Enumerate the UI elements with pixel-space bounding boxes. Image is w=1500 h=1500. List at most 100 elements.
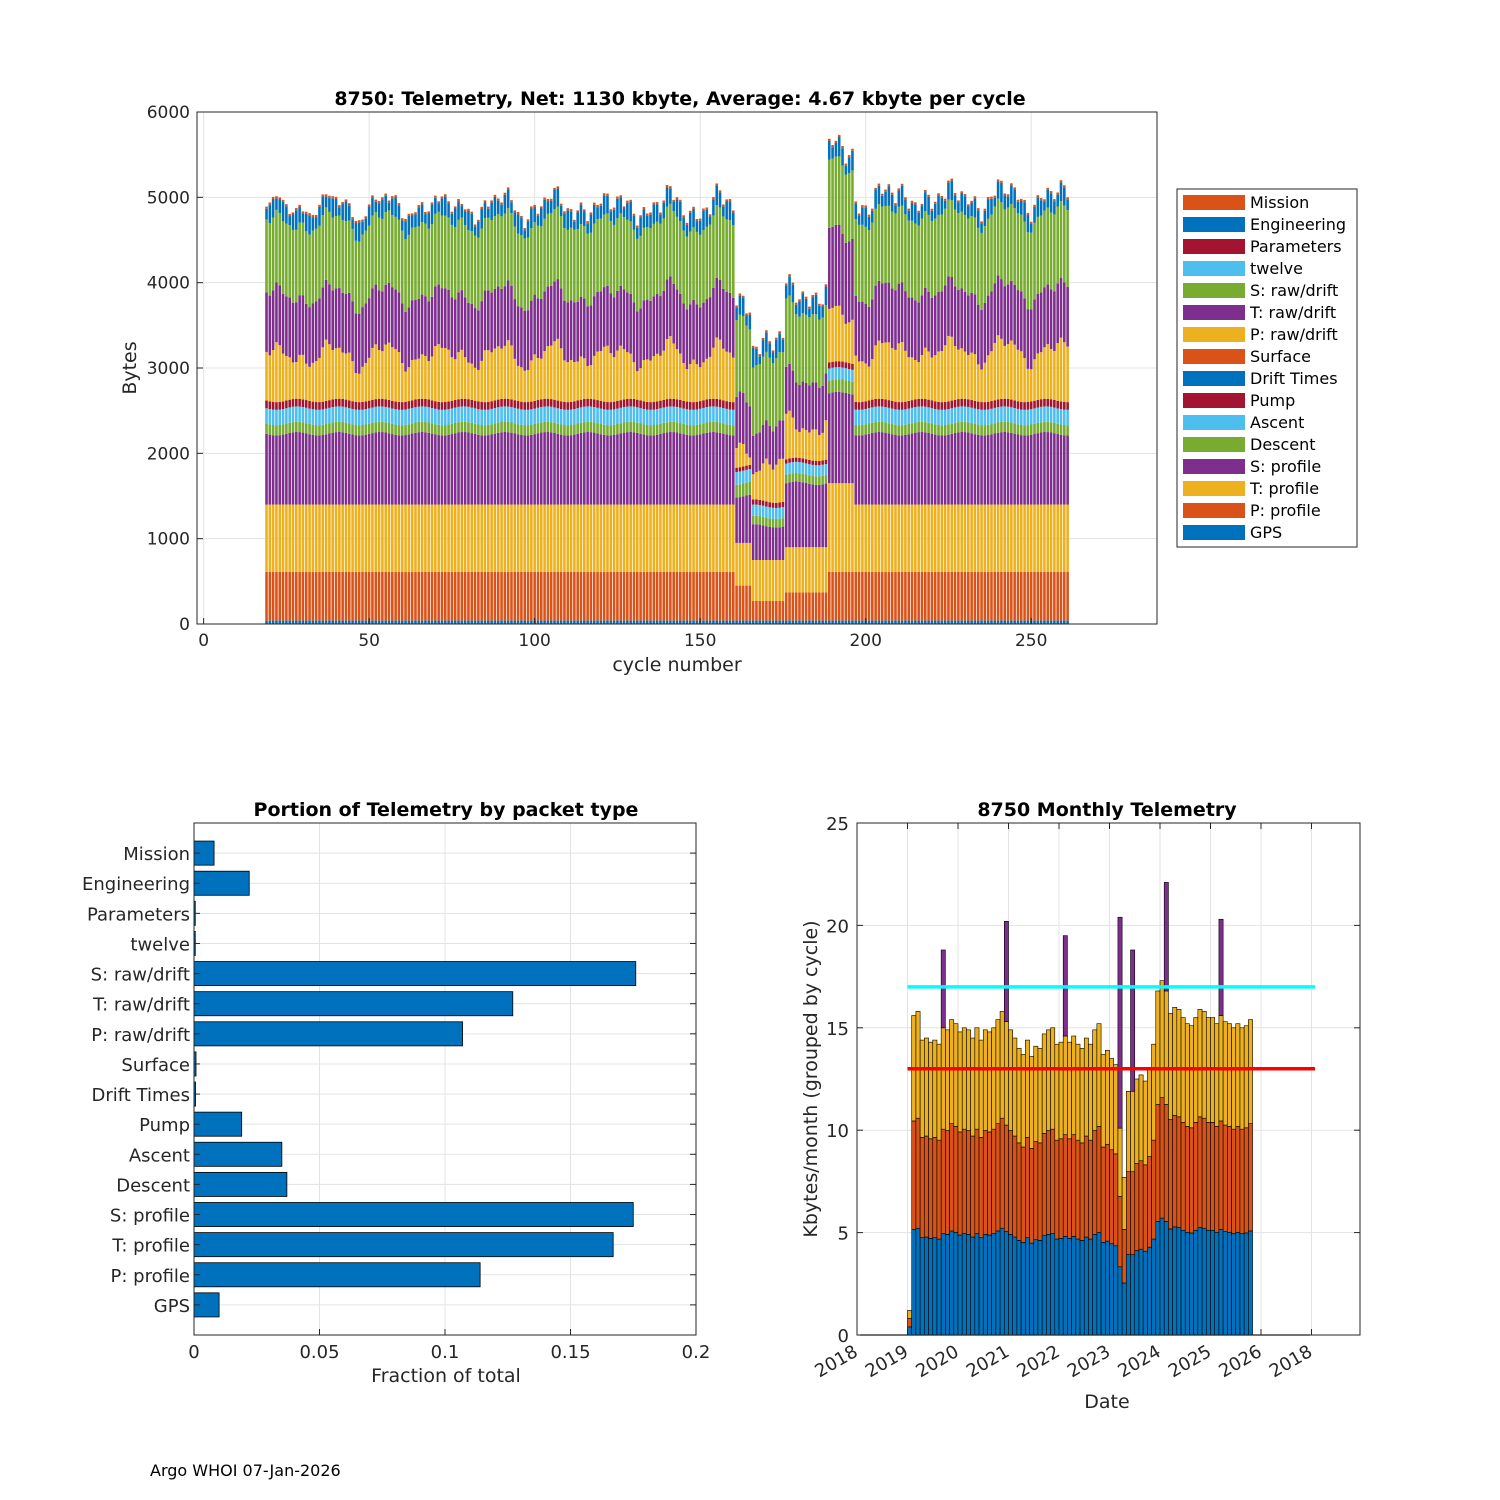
- cycle-bar-segment: [953, 504, 957, 572]
- cycle-bar-segment: [980, 402, 983, 410]
- month-bar-segment: [970, 1037, 976, 1137]
- cycle-bar: [851, 148, 854, 624]
- cycle-bar-segment: [592, 399, 596, 408]
- cycle-bar-segment: [685, 434, 689, 505]
- cycle-bar-segment: [632, 215, 636, 230]
- cycle-bar-segment: [851, 571, 854, 621]
- cycle-bar: [1056, 192, 1059, 624]
- cycle-bar-segment: [569, 359, 573, 402]
- cycle-bar-segment: [430, 571, 434, 621]
- cycle-bar-segment: [583, 358, 586, 400]
- cycle-bar-mission: [712, 197, 715, 200]
- cycle-bar-segment: [990, 351, 993, 402]
- cycle-bar-segment: [1056, 423, 1059, 435]
- cycle-bar-segment: [407, 408, 411, 425]
- cycle-bar-segment: [1063, 187, 1066, 206]
- cycle-bar-segment: [516, 620, 520, 624]
- month-bar: [1176, 1009, 1182, 1336]
- cycle-bar-segment: [953, 195, 957, 210]
- y-tick-label: 6000: [147, 103, 190, 123]
- cycle-bar-mission: [516, 212, 520, 215]
- cycle-bar-segment: [354, 223, 358, 241]
- cycle-bar-segment: [414, 227, 417, 300]
- cycle-bar-mission: [748, 312, 752, 315]
- cycle-bar-segment: [741, 470, 745, 484]
- cycle-bar-segment: [867, 423, 871, 434]
- cycle-bar-segment: [1016, 349, 1020, 402]
- cycle-bar-segment: [602, 401, 606, 410]
- cycle-bar-segment: [933, 295, 937, 356]
- month-bar: [924, 1037, 929, 1336]
- cycle-bar-segment: [837, 571, 841, 621]
- cycle-bar-segment: [341, 406, 344, 423]
- month-bar-spike: [1003, 921, 1009, 1022]
- cycle-bar-segment: [1043, 421, 1046, 433]
- cycle-bar-segment: [434, 408, 437, 425]
- cycle-bar-segment: [510, 345, 513, 400]
- cycle-bar-segment: [778, 420, 781, 459]
- cycle-bar-segment: [775, 560, 778, 601]
- cycle-bar-segment: [308, 620, 311, 624]
- cycle-bar-segment: [377, 203, 381, 218]
- cycle-bar-segment: [434, 286, 437, 347]
- month-bar-segment: [1025, 1039, 1030, 1138]
- month-bar-segment: [924, 1037, 929, 1137]
- cycle-bar-mission: [536, 213, 540, 216]
- cycle-bar-segment: [318, 620, 321, 624]
- cycle-bar-segment: [410, 227, 414, 301]
- cycle-bar-segment: [599, 351, 603, 401]
- cycle-bar-segment: [1056, 504, 1059, 572]
- month-bar: [1147, 1068, 1152, 1336]
- cycle-bar-segment: [483, 435, 487, 505]
- cycle-bar-segment: [940, 350, 944, 403]
- cycle-bar-segment: [301, 213, 305, 223]
- cycle-bar-segment: [655, 294, 659, 354]
- month-bar-segment: [1163, 1221, 1169, 1336]
- cycle-bar-mission: [698, 218, 702, 221]
- cycle-bar-segment: [391, 423, 394, 435]
- cycle-bar-segment: [1006, 432, 1010, 505]
- cycle-bar-segment: [334, 504, 338, 572]
- cycle-bar-segment: [506, 421, 510, 433]
- month-bar-segment: [982, 1233, 988, 1336]
- cycle-bar-segment: [288, 620, 291, 624]
- cycle-bar-segment: [804, 459, 808, 464]
- cycle-bar-segment: [1036, 504, 1040, 572]
- cycle-bar-mission: [715, 183, 719, 186]
- cycle-bar-segment: [357, 425, 361, 436]
- cycle-bar-segment: [602, 571, 606, 621]
- cycle-bar-segment: [1019, 620, 1023, 624]
- cycle-bar-segment: [798, 457, 801, 463]
- cycle-bar-segment: [914, 204, 917, 224]
- cycle-bar-segment: [950, 200, 954, 278]
- cycle-bar-segment: [798, 301, 801, 317]
- cycle-bar-segment: [506, 398, 510, 407]
- cycle-bar-segment: [986, 355, 990, 402]
- cycle-bar-segment: [367, 357, 371, 401]
- cycle-bar-segment: [278, 285, 282, 346]
- month-bar-segment: [1046, 1233, 1051, 1336]
- cycle-bar-segment: [367, 400, 371, 409]
- cycle-bar-segment: [391, 408, 394, 424]
- cycle-bar: [453, 206, 457, 624]
- x-tick-label: 100: [518, 631, 550, 651]
- cycle-bar-segment: [871, 222, 874, 300]
- cycle-bar-segment: [679, 201, 682, 222]
- cycle-bar-segment: [616, 620, 619, 624]
- cycle-bar-segment: [1033, 433, 1036, 505]
- cycle-bar-segment: [967, 620, 970, 624]
- cycle-bar-segment: [566, 229, 570, 303]
- cycle-bar-segment: [1026, 309, 1030, 369]
- cycle-bar-segment: [434, 346, 437, 402]
- cycle-bar-segment: [609, 293, 613, 354]
- cycle-bar-segment: [927, 504, 930, 572]
- cycle-bar-segment: [718, 339, 722, 400]
- cycle-bar-segment: [662, 290, 666, 351]
- cycle-bar-segment: [539, 406, 543, 423]
- cycle-bar-mission: [291, 212, 295, 215]
- cycle-bar-segment: [589, 620, 593, 624]
- cycle-bar-segment: [394, 401, 397, 410]
- cycle-bar-mission: [397, 203, 401, 206]
- cycle-bar-segment: [268, 355, 272, 402]
- legend-label: Surface: [1250, 347, 1311, 366]
